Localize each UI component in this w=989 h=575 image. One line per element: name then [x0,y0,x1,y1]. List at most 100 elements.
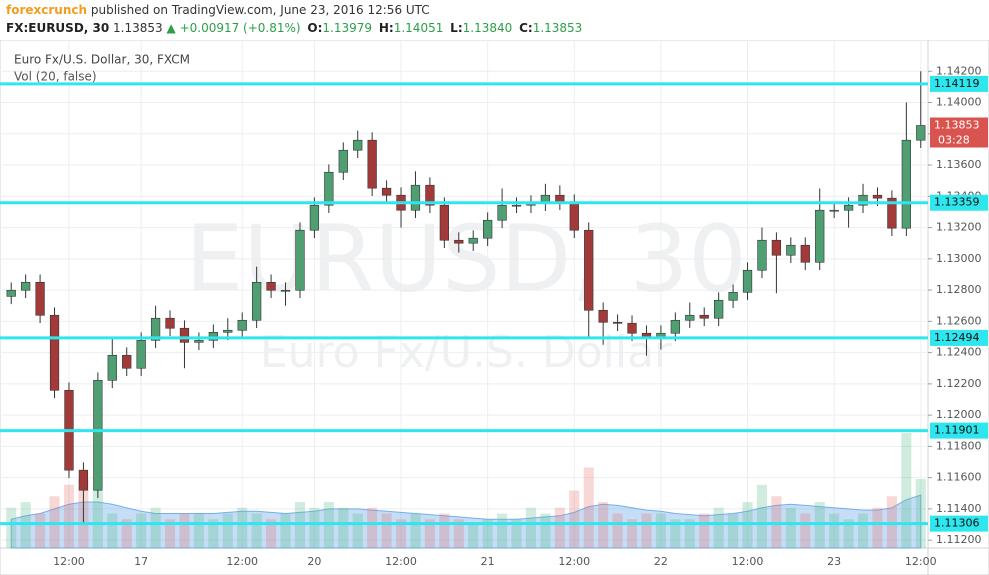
volume-bar [222,513,233,548]
x-tick-label: 12:00 [385,555,417,568]
volume-bar [410,513,421,548]
volume-bar [92,490,103,548]
level-label-bg [930,329,988,346]
volume-bar [468,525,479,548]
volume-bar [497,513,508,548]
volume-bar [670,519,681,548]
arrow: ▲ [166,21,176,35]
candle-body [829,209,839,212]
volume-bar [107,513,118,548]
volume-bar [699,513,710,548]
candle-body [901,139,911,229]
candle-body [569,201,579,231]
y-tick-label: 1.12600 [936,314,982,327]
volume-bar [829,513,840,548]
publish-line: forexcrunch published on TradingView.com… [6,3,430,17]
candle-body [627,322,637,334]
o: 1.13979 [322,21,373,35]
last-price-bg [930,117,988,148]
volume-bar [121,519,132,548]
header: forexcrunch published on TradingView.com… [0,0,989,40]
volume-bar [338,507,349,548]
candle-body [367,139,377,189]
candle-body [410,184,421,211]
candle-body [295,229,305,291]
candle-body [742,269,753,293]
y-tick-label: 1.13000 [936,252,982,265]
y-tick-label: 1.12800 [936,283,982,296]
h-label: H: [378,21,394,35]
o-label: O: [307,21,323,35]
volume-bar [800,513,811,548]
volume-bar [525,507,537,548]
change: +0.00917 (+0.81%) [179,21,301,35]
volume-bar [6,507,17,548]
candle-body [194,339,204,343]
volume-bar [728,513,739,548]
candle-body [757,239,767,271]
x-tick-label: 21 [481,555,495,568]
level-label: 1.11901 [934,424,980,437]
candle-body [843,204,854,211]
site-link[interactable]: forexcrunch [6,3,88,17]
x-tick-label: 12:00 [53,555,85,568]
candle-body [78,469,89,491]
volume-bar [63,484,75,548]
y-tick-label: 1.12400 [936,346,982,359]
candle-body [338,149,348,173]
candle-body [511,204,522,207]
l-label: L: [450,21,463,35]
chart-frame [0,40,989,575]
c-label: C: [519,21,533,35]
volume-bar [554,507,565,548]
candle-body [425,184,435,206]
level-label-bg [930,194,988,211]
volume-bar [237,507,248,548]
volume-ma-area [10,494,922,549]
candle-body [612,321,623,324]
candle-body [309,204,320,231]
volume-bar [612,513,623,548]
y-tick-label: 1.14000 [936,96,982,109]
candle-body [353,139,363,151]
volume-bar [540,513,551,548]
volume-bar [569,490,580,548]
candle-body [179,327,190,343]
candle-body [136,339,146,369]
volume-bar [482,519,493,548]
y-tick-label: 1.12000 [936,408,982,421]
y-tick-label: 1.11200 [936,533,982,546]
volume-bar [309,507,320,548]
level-label-bg [930,515,988,532]
volume-bar [150,507,161,548]
candle-body [35,281,45,316]
y-tick-label: 1.12200 [936,377,982,390]
chart-title: Euro Fx/U.S. Dollar, 30, FXCM [14,53,190,67]
x-tick-label: 20 [307,555,321,568]
l: 1.13840 [462,21,513,35]
volume-bar [35,513,46,548]
volume-bar [439,513,450,548]
y-tick-label: 1.11600 [936,471,982,484]
volume-bar [136,513,147,548]
x-tick-label: 12:00 [226,555,258,568]
volume-bar [511,519,522,548]
symbol: FX:EURUSD, 30 [6,21,110,35]
last: 1.13853 [113,21,163,35]
candle-body [6,289,16,297]
x-tick-label: 12:00 [905,555,937,568]
candle-body [252,281,262,321]
level-label: 1.12494 [934,331,980,344]
candle-body [439,204,449,241]
level-label-bg [930,75,988,92]
volume-bar [641,513,652,548]
volume-bar [872,507,883,548]
candle-body [21,281,31,291]
candle-body [685,314,695,321]
candle-body [150,317,161,341]
y-tick-label: 1.14200 [936,64,982,77]
candle-body [497,204,507,221]
volume-bar [381,513,392,548]
candle-body [800,244,810,263]
